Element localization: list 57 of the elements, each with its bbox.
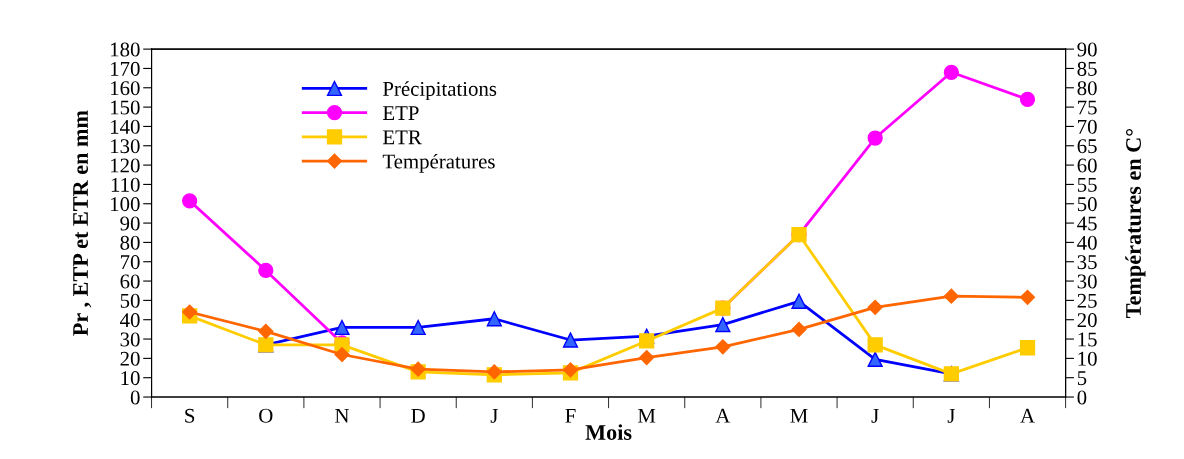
y-tick-label: 160 [111,81,140,96]
y-axis-title: Pr , ETP et ETR en mm [73,110,92,336]
y2-tick-label: 35 [1077,255,1097,270]
x-tick-label: M [790,408,808,423]
y2-tick-label: 40 [1077,235,1097,250]
y2-tick-label: 0 [1077,390,1087,405]
legend-label: Températures [382,153,495,173]
y2-tick-label: 20 [1077,313,1097,328]
x-axis-title: Mois [585,424,632,440]
y2-tick-label: 5 [1077,371,1087,386]
y-tick-label: 90 [120,216,140,231]
y-tick-label: 130 [111,139,140,154]
legend-label: ETP [383,106,419,120]
x-tick-label: M [638,408,656,423]
y-tick-label: 0 [130,390,140,405]
x-tick-label: S [185,408,195,423]
y2-tick-label: 50 [1077,197,1097,212]
y-tick-label: 180 [111,42,140,57]
legend-label: ETR [383,130,422,145]
x-tick-label: J [490,408,498,423]
y-tick-label: 170 [111,61,140,76]
x-tick-label: D [411,408,425,423]
x-tick-label: F [565,408,576,423]
x-tick-label: O [259,408,273,423]
y2-tick-label: 10 [1078,351,1097,366]
y2-tick-label: 80 [1077,81,1097,96]
y2-tick-label: 15 [1078,332,1097,347]
y2-tick-label: 70 [1078,119,1097,134]
legend-label: Précipitations [383,81,497,101]
y2-tick-label: 60 [1077,158,1097,173]
x-tick-label: A [1020,408,1035,423]
y2-tick-label: 25 [1077,293,1097,308]
y-tick-label: 30 [120,332,140,347]
y-tick-label: 140 [111,119,140,134]
y2-tick-label: 45 [1077,216,1097,231]
x-tick-label: J [947,408,955,423]
y2-tick-label: 75 [1078,100,1097,115]
y2-tick-label: 30 [1077,274,1097,289]
y-tick-label: 70 [120,255,140,270]
y-tick-label: 120 [111,158,140,173]
y-tick-label: 60 [120,274,140,289]
y2-axis-title: Températures en C° [1125,128,1146,318]
y2-tick-label: 85 [1077,61,1097,76]
y-tick-label: 80 [120,235,140,250]
x-tick-label: A [715,408,731,423]
x-tick-label: N [335,408,350,423]
y2-tick-label: 90 [1077,42,1097,57]
y-tick-label: 150 [111,100,140,115]
y-tick-label: 20 [120,351,140,366]
y2-tick-label: 65 [1077,139,1097,154]
y-tick-label: 110 [111,177,140,192]
y2-tick-label: 55 [1077,178,1097,192]
x-tick-label: J [871,408,879,423]
y-tick-label: 100 [111,197,140,212]
y-tick-label: 50 [120,293,140,308]
y-tick-label: 10 [121,371,140,386]
y-tick-label: 40 [120,313,140,328]
